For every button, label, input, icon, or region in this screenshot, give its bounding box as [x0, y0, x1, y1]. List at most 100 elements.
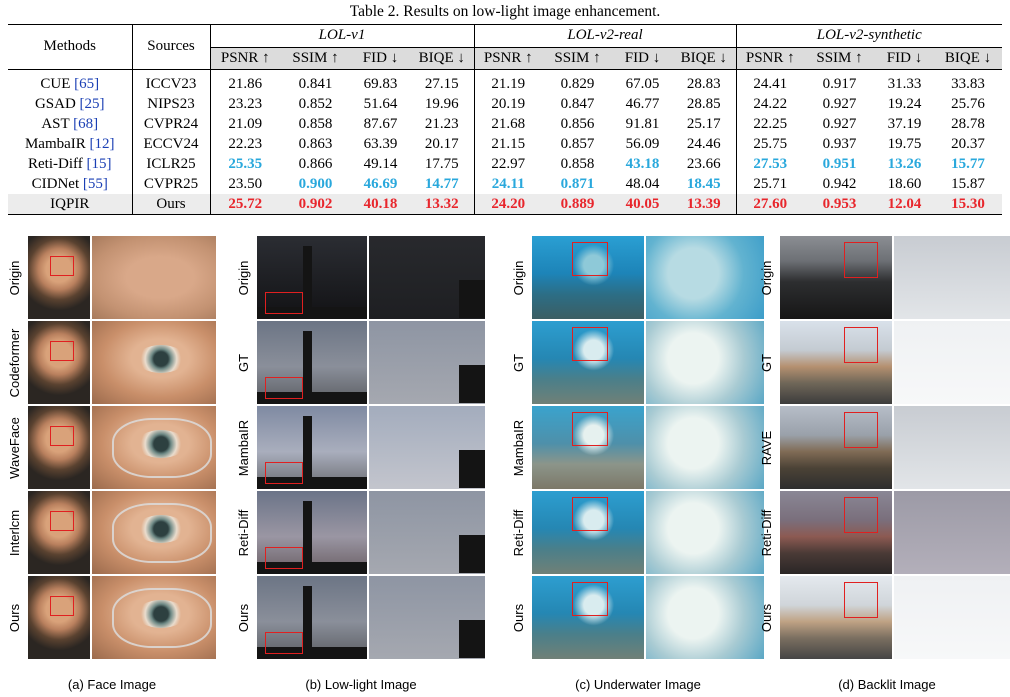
full-image: [532, 491, 644, 574]
value-cell: 25.17: [672, 113, 737, 134]
results-table: Methods Sources LOL-v1 LOL-v2-real LOL-v…: [8, 24, 1002, 215]
value-cell: 25.71: [736, 174, 804, 194]
row-label: Interlcm: [7, 509, 22, 556]
full-image: [28, 236, 90, 319]
zoom-region-box: [844, 582, 878, 618]
full-image: [28, 406, 90, 489]
method-name: AST: [41, 115, 70, 132]
value-cell: 28.85: [672, 93, 737, 114]
metric-value: 24.22: [753, 95, 788, 112]
tower-shape: [303, 246, 313, 319]
value-cell: 40.18: [351, 193, 410, 215]
value-cell: 31.33: [875, 74, 934, 94]
row-label: Origin: [7, 260, 22, 295]
zoomed-crop: [369, 406, 485, 489]
method-name: GSAD: [34, 95, 76, 112]
value-cell: 28.83: [672, 73, 737, 94]
zoomed-crop: [894, 576, 1010, 659]
value-cell: 48.04: [613, 174, 672, 194]
zoomed-crop: [894, 321, 1010, 404]
metric-value: 22.23: [228, 135, 263, 152]
row-label: MambaIR: [511, 419, 526, 476]
best-value: 0.953: [822, 195, 857, 212]
zoom-region-box: [572, 497, 608, 531]
second-best-value: 14.77: [424, 175, 459, 192]
value-cell: 33.83: [934, 74, 1002, 94]
full-image: [257, 406, 367, 489]
group-header-lol-v1: LOL-v1: [210, 25, 475, 48]
row-label: Codeformer: [7, 328, 22, 397]
value-cell: 0.889: [542, 193, 613, 215]
metric-value: 21.68: [491, 115, 526, 132]
value-cell: 24.22: [736, 94, 804, 114]
metric-value: 0.829: [560, 75, 595, 92]
metric-value: 0.927: [822, 95, 857, 112]
value-cell: 18.60: [875, 174, 934, 194]
value-cell: 56.09: [613, 134, 672, 154]
zoomed-crop: [894, 406, 1010, 489]
method-name: Reti-Diff: [28, 155, 83, 172]
full-image: [532, 406, 644, 489]
value-cell: 20.17: [410, 133, 475, 154]
value-cell: 13.32: [410, 193, 475, 215]
metric-header: SSIM ↑: [542, 47, 613, 69]
citation-link[interactable]: [15]: [86, 155, 112, 172]
value-cell: 15.77: [934, 154, 1002, 174]
zoomed-crop: [646, 406, 764, 489]
method-name: MambaIR: [24, 135, 86, 152]
table-row: CUE [65] ICCV23 21.86 0.841 69.83 27.15 21.19 0…: [8, 73, 1002, 94]
metric-value: 0.917: [822, 75, 857, 92]
zoomed-crop: [894, 491, 1010, 574]
glasses-shape: [112, 588, 212, 648]
metric-header: BIQE ↓: [410, 47, 475, 69]
second-best-value: 27.53: [753, 155, 788, 172]
second-best-value: 46.69: [363, 175, 398, 192]
citation-link[interactable]: [12]: [89, 135, 115, 152]
metric-value: 22.97: [491, 155, 526, 172]
value-cell: 23.66: [672, 153, 737, 174]
value-cell: 19.75: [875, 134, 934, 154]
value-cell: 21.09: [210, 114, 280, 134]
methods-header: Methods: [8, 25, 133, 70]
table-row: CIDNet [55] CVPR25 23.50 0.900 46.69 14.77 24.…: [8, 173, 1002, 194]
table-body: CUE [65] ICCV23 21.86 0.841 69.83 27.15 21.19 0…: [8, 73, 1002, 215]
metric-value: 0.858: [298, 115, 333, 132]
full-image: [532, 576, 644, 659]
method-cell: CUE [65]: [8, 73, 133, 94]
value-cell: 21.68: [474, 114, 542, 134]
value-cell: 0.902: [280, 193, 351, 215]
metric-value: 0.856: [560, 115, 595, 132]
glasses-shape: [112, 503, 212, 563]
row-label: Ours: [759, 603, 774, 632]
value-cell: 0.863: [280, 134, 351, 154]
value-cell: 0.858: [542, 154, 613, 174]
second-best-value: 0.871: [560, 175, 595, 192]
citation-link[interactable]: [68]: [73, 115, 99, 132]
method-cell: MambaIR [12]: [8, 133, 133, 154]
metric-value: 17.75: [424, 155, 459, 172]
citation-link[interactable]: [65]: [74, 75, 100, 92]
best-value: 27.60: [753, 195, 788, 212]
value-cell: 24.41: [736, 74, 804, 94]
metric-value: 0.841: [298, 75, 333, 92]
metric-header: PSNR ↑: [474, 47, 542, 69]
sources-header: Sources: [132, 25, 211, 70]
metric-value: 46.77: [625, 95, 660, 112]
value-cell: 49.14: [351, 154, 410, 174]
metric-value: 0.857: [560, 135, 595, 152]
full-image: [257, 236, 367, 319]
metric-value: 25.76: [951, 95, 985, 112]
second-best-value: 18.45: [686, 175, 721, 192]
metric-header: PSNR ↑: [210, 47, 280, 69]
value-cell: 40.05: [613, 193, 672, 215]
citation-link[interactable]: [25]: [79, 95, 105, 112]
value-cell: 0.829: [542, 74, 613, 94]
tower-shape: [303, 416, 313, 489]
method-cell: CIDNet [55]: [8, 173, 133, 194]
zoom-region-box: [844, 497, 878, 533]
citation-link[interactable]: [55]: [82, 175, 108, 192]
best-value: 13.32: [424, 195, 459, 212]
full-image: [780, 406, 892, 489]
rooftop-shape: [459, 450, 485, 488]
metric-value: 19.75: [887, 135, 922, 152]
